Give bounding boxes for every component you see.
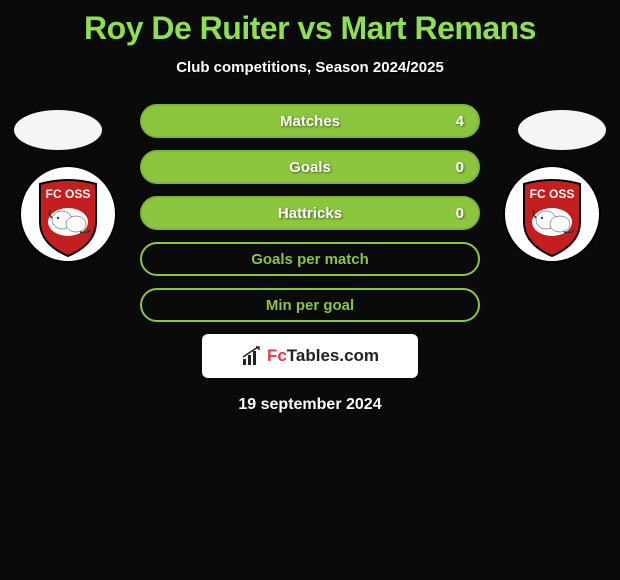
subtitle: Club competitions, Season 2024/2025 [0,59,620,76]
stat-row-matches: Matches 4 [140,104,480,138]
stat-row-min-per-goal: Min per goal [140,288,480,322]
player1-name: Roy De Ruiter [84,10,289,46]
stat-label: Goals per match [142,251,478,268]
stat-row-goals-per-match: Goals per match [140,242,480,276]
stat-value: 4 [456,113,464,130]
vs-text: vs [298,10,333,46]
svg-text:FC OSS: FC OSS [530,187,575,201]
logo-text: FcTables.com [267,346,379,366]
svg-text:FC OSS: FC OSS [46,187,91,201]
stat-label: Matches [142,113,478,130]
player2-club-badge: FC OSS [502,164,602,264]
player2-avatar-placeholder [518,110,606,150]
player1-club-badge: FC OSS [18,164,118,264]
player2-name: Mart Remans [341,10,536,46]
stats-list: Matches 4 Goals 0 Hattricks 0 Goals per … [140,104,480,322]
stat-label: Min per goal [142,297,478,314]
stat-row-goals: Goals 0 [140,150,480,184]
fctables-logo: FcTables.com [202,334,418,378]
stat-row-hattricks: Hattricks 0 [140,196,480,230]
chart-icon [241,345,263,367]
stat-value: 0 [456,159,464,176]
date-text: 19 september 2024 [0,396,620,414]
stats-container: FC OSS FC OSS Matches 4 Goals [0,104,620,414]
player1-avatar-placeholder [14,110,102,150]
comparison-title: Roy De Ruiter vs Mart Remans [0,0,620,47]
stat-label: Goals [142,159,478,176]
stat-value: 0 [456,205,464,222]
stat-label: Hattricks [142,205,478,222]
